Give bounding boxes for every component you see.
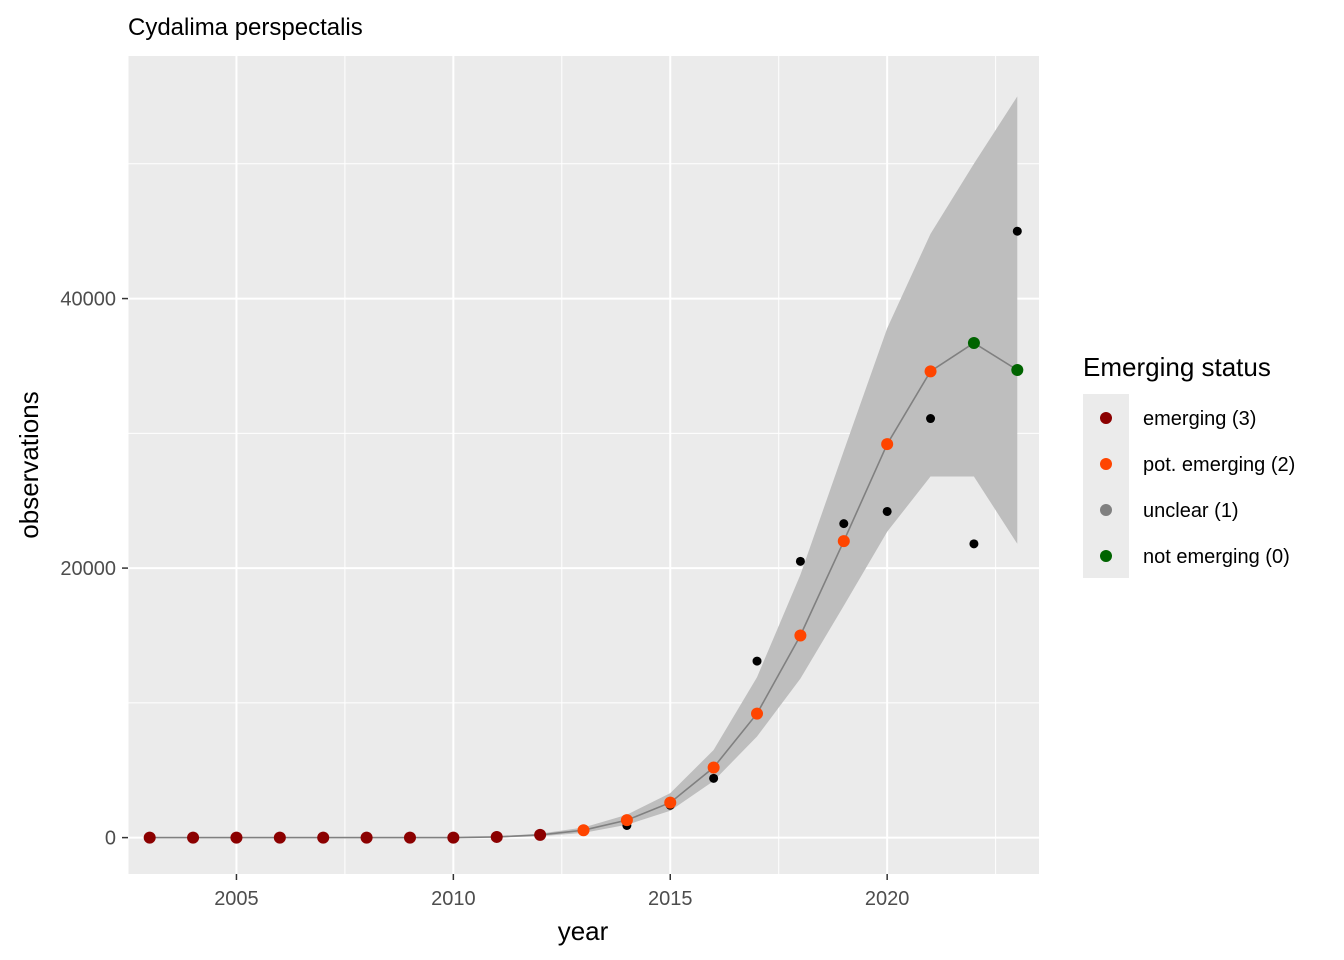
observed-point	[1012, 226, 1022, 236]
legend-label: unclear (1)	[1143, 500, 1239, 522]
x-axis: 2005 2010 2015 2020	[214, 874, 909, 910]
fitted-point	[794, 629, 807, 642]
fitted-point	[317, 831, 330, 844]
observed-point	[969, 539, 979, 549]
legend-key	[1100, 504, 1112, 516]
fitted-point	[620, 814, 633, 827]
y-tick-label: 40000	[60, 289, 116, 311]
y-tick-label: 0	[105, 828, 116, 850]
legend-key	[1100, 458, 1112, 470]
fitted-point	[967, 337, 980, 350]
fitted-point	[534, 828, 547, 841]
fitted-point	[447, 831, 460, 844]
fitted-point	[837, 535, 850, 548]
fitted-point	[707, 761, 720, 774]
fitted-point	[143, 831, 156, 844]
confidence-band	[149, 96, 1018, 838]
legend-label: pot. emerging (2)	[1143, 454, 1295, 476]
fitted-point	[490, 830, 503, 843]
legend-key	[1100, 412, 1112, 424]
legend-title: Emerging status	[1083, 352, 1271, 382]
fitted-points	[143, 337, 1024, 844]
legend-entries: emerging (3) pot. emerging (2) unclear (1)…	[1100, 408, 1295, 568]
fitted-point	[230, 831, 243, 844]
observed-point	[882, 506, 892, 516]
fitted-point	[664, 796, 677, 809]
legend-key-background	[1083, 394, 1129, 578]
fitted-point	[881, 438, 894, 451]
fitted-point	[187, 831, 200, 844]
legend-label: not emerging (0)	[1143, 546, 1290, 568]
legend-label: emerging (3)	[1143, 408, 1256, 430]
fitted-point	[577, 824, 590, 837]
chart-title: Cydalima perspectalis	[128, 14, 363, 41]
observed-point	[926, 414, 936, 424]
observed-point	[752, 656, 762, 666]
observed-point	[709, 773, 719, 783]
y-axis-label: observations	[14, 391, 44, 538]
y-axis: 0 20000 40000	[60, 289, 128, 850]
fitted-point	[751, 707, 764, 720]
y-tick-label: 20000	[60, 558, 116, 580]
fitted-point	[403, 831, 416, 844]
x-axis-label: year	[558, 916, 609, 946]
x-tick-label: 2010	[431, 888, 476, 910]
major-gridlines	[128, 56, 1039, 874]
x-tick-label: 2005	[214, 888, 259, 910]
fitted-point	[1011, 363, 1024, 376]
x-tick-label: 2015	[648, 888, 693, 910]
legend-key	[1100, 550, 1112, 562]
fitted-point	[924, 365, 937, 378]
fitted-point	[360, 831, 373, 844]
x-tick-label: 2020	[865, 888, 910, 910]
fitted-point	[273, 831, 286, 844]
observed-point	[795, 556, 805, 566]
legend: Emerging status emerging (3) pot. emergin…	[1083, 352, 1295, 578]
observed-point	[839, 519, 849, 529]
